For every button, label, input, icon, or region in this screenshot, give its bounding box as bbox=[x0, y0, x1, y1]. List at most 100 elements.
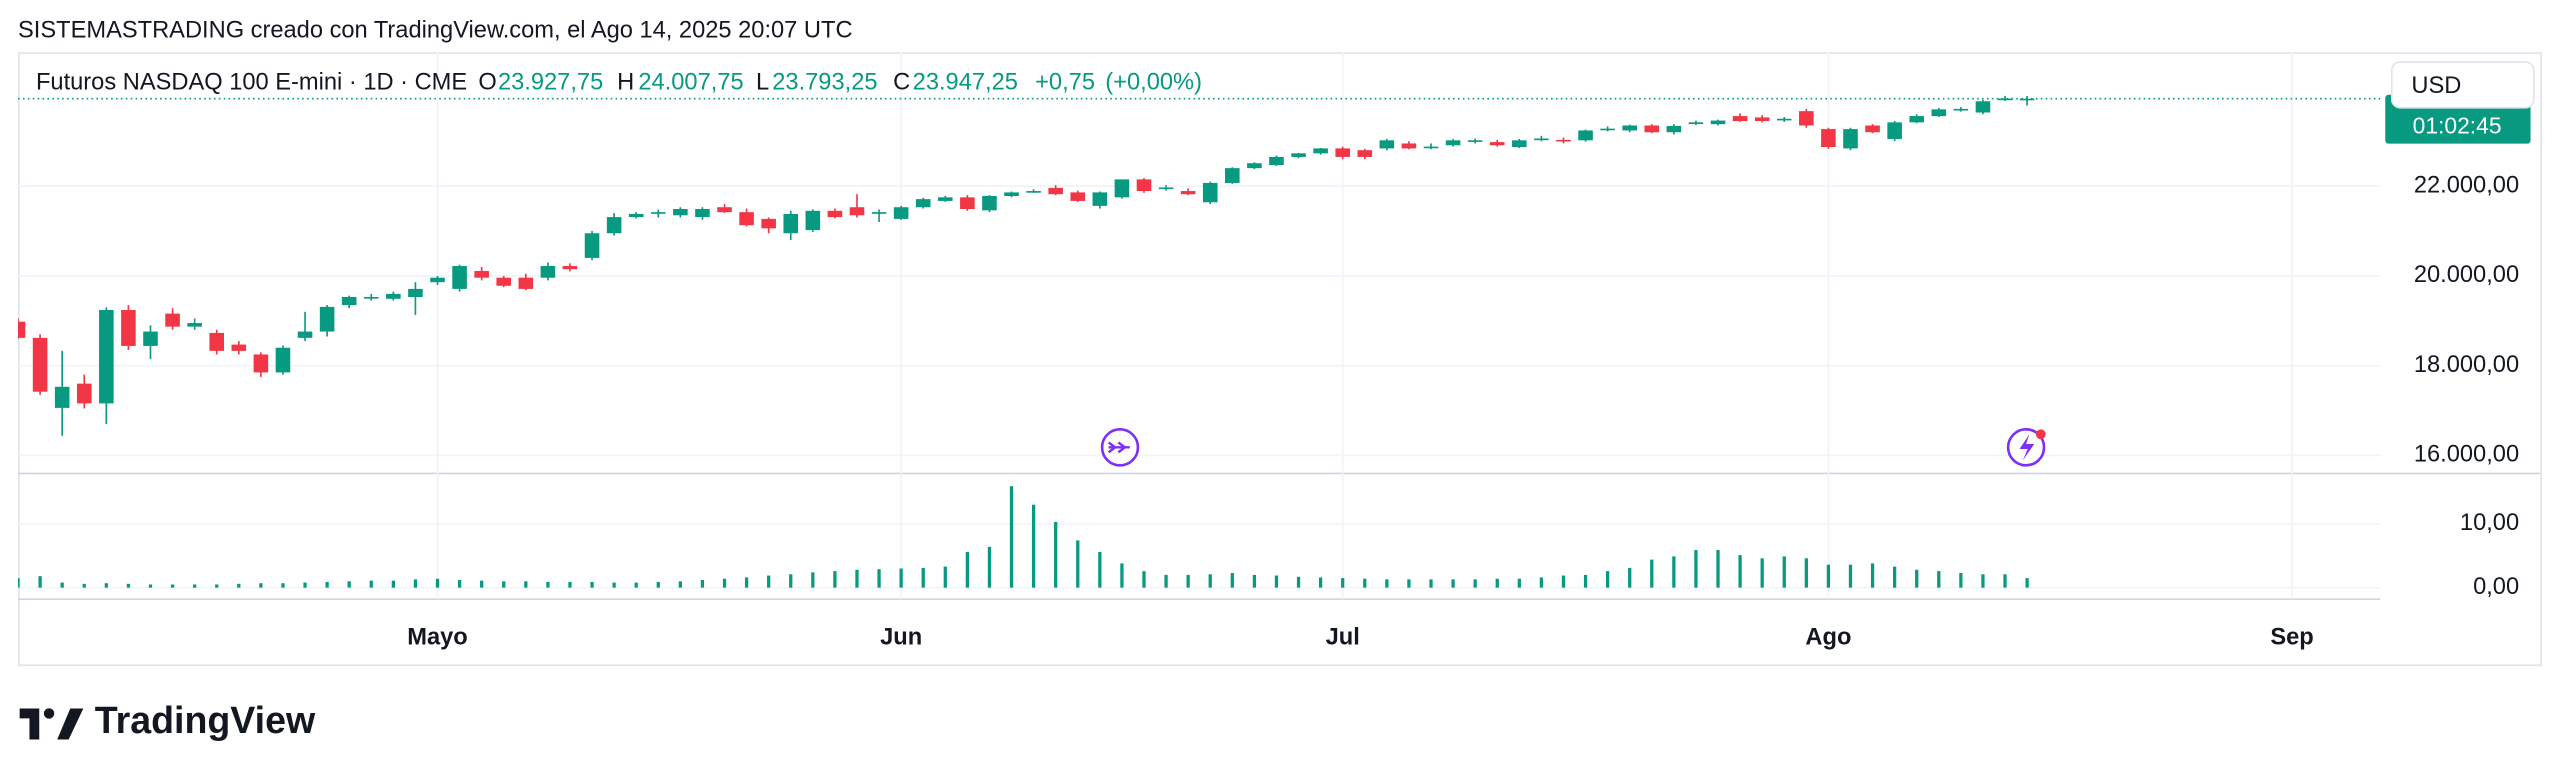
volume-bar bbox=[502, 581, 506, 588]
price-pane bbox=[18, 95, 2381, 436]
candle-body bbox=[1136, 179, 1152, 192]
volume-bar bbox=[524, 581, 528, 588]
candle-body bbox=[1158, 187, 1174, 190]
volume-bar bbox=[325, 581, 329, 588]
event-icon[interactable] bbox=[1100, 428, 1140, 467]
candle-body bbox=[673, 209, 688, 216]
candle-body bbox=[849, 207, 865, 216]
candle-body bbox=[1048, 187, 1063, 195]
legend-value: 23.947,25 bbox=[913, 70, 1018, 96]
x-tick-label: Mayo bbox=[407, 625, 467, 651]
legend-change: +0,75 bbox=[1035, 70, 1095, 96]
volume-bar bbox=[612, 582, 616, 588]
volume-bar bbox=[281, 583, 285, 588]
currency-button[interactable] bbox=[2390, 61, 2535, 109]
candle-body bbox=[1754, 117, 1770, 122]
legend-key: C bbox=[893, 70, 910, 96]
candle-body bbox=[1887, 122, 1902, 139]
volume-bar bbox=[1341, 578, 1345, 588]
volume-bar bbox=[1009, 486, 1014, 588]
candle-body bbox=[1578, 130, 1593, 141]
candle-body bbox=[1489, 142, 1505, 146]
candle-body bbox=[1953, 108, 1969, 111]
currency-label[interactable]: USD bbox=[2411, 73, 2461, 99]
candle-body bbox=[761, 218, 776, 229]
volume-bar bbox=[413, 579, 418, 588]
candle-body bbox=[1180, 191, 1196, 195]
y-tick-label: 18.000,00 bbox=[2414, 352, 2519, 378]
volume-bar bbox=[1429, 579, 1433, 588]
candle-body bbox=[1997, 98, 2013, 101]
symbol-title: Futuros NASDAQ 100 E-mini · 1D · CME bbox=[36, 70, 467, 96]
volume-bar bbox=[921, 567, 925, 588]
volume-bar bbox=[811, 572, 815, 588]
volume-bar bbox=[126, 583, 131, 588]
candle-body bbox=[1092, 192, 1108, 206]
candle-body bbox=[1291, 153, 1306, 157]
volume-bar bbox=[590, 581, 594, 588]
volume-bar bbox=[899, 568, 903, 588]
volume-bar bbox=[877, 569, 881, 588]
candle-body bbox=[474, 270, 489, 278]
volume-bar bbox=[1296, 576, 1301, 588]
volume-bar bbox=[1804, 558, 1808, 588]
candle-body bbox=[253, 354, 269, 373]
legend-value: 23.793,25 bbox=[772, 70, 877, 96]
x-tick-label: Sep bbox=[2270, 625, 2313, 651]
volume-bar bbox=[18, 578, 20, 588]
volume-bar bbox=[1628, 567, 1632, 588]
volume-bar bbox=[104, 583, 108, 588]
x-tick-label: Jul bbox=[1326, 625, 1360, 651]
candle-body bbox=[1379, 140, 1395, 149]
candle-body bbox=[1843, 129, 1858, 149]
y-tick-label: 10,00 bbox=[2460, 510, 2519, 536]
candle-body bbox=[1534, 138, 1549, 141]
candle-body bbox=[209, 332, 225, 351]
volume-bar bbox=[1076, 540, 1080, 588]
volume-bar bbox=[1473, 579, 1477, 588]
candle-body bbox=[650, 212, 666, 214]
candle-body bbox=[783, 213, 799, 234]
candle-body bbox=[739, 212, 754, 226]
candle-body bbox=[827, 210, 843, 218]
volume-bar bbox=[457, 580, 462, 588]
volume-bar bbox=[148, 584, 153, 588]
candle-body bbox=[1512, 140, 1527, 148]
candle-body bbox=[628, 213, 644, 218]
volume-bar bbox=[1385, 579, 1389, 588]
candle-body bbox=[1688, 122, 1704, 124]
volume-bar bbox=[1605, 571, 1610, 588]
volume-bar bbox=[303, 582, 307, 588]
volume-bar bbox=[1650, 559, 1654, 588]
volume-bar bbox=[1363, 578, 1367, 588]
event-icon[interactable] bbox=[2006, 428, 2046, 467]
candle-body bbox=[319, 306, 335, 332]
candle-body bbox=[1821, 129, 1836, 148]
candle-body bbox=[1423, 146, 1439, 149]
candle-body bbox=[121, 310, 136, 346]
candle-body bbox=[1070, 192, 1086, 201]
volume-bar bbox=[1782, 556, 1786, 588]
volume-bar bbox=[347, 581, 351, 588]
volume-bar bbox=[1230, 572, 1234, 588]
volume-bar bbox=[1981, 574, 1985, 588]
volume-bar bbox=[656, 581, 660, 588]
volume-bar bbox=[259, 583, 263, 588]
volume-bar bbox=[1407, 579, 1411, 588]
candle-body bbox=[1710, 120, 1726, 125]
legend-key: L bbox=[756, 70, 769, 96]
volume-bar bbox=[943, 566, 947, 588]
candle-body bbox=[562, 266, 578, 270]
volume-bar bbox=[391, 580, 395, 588]
volume-bar bbox=[1760, 558, 1764, 588]
candle-body bbox=[18, 321, 26, 338]
candle-body bbox=[717, 207, 732, 213]
volume-bar bbox=[170, 584, 175, 588]
candle-body bbox=[1114, 179, 1130, 198]
volume-bar bbox=[1208, 574, 1212, 588]
grid bbox=[18, 52, 2381, 600]
x-tick-label: Ago bbox=[1805, 625, 1851, 651]
candle-body bbox=[54, 386, 70, 408]
volume-bar bbox=[38, 576, 42, 588]
legend-key: O bbox=[478, 70, 496, 96]
